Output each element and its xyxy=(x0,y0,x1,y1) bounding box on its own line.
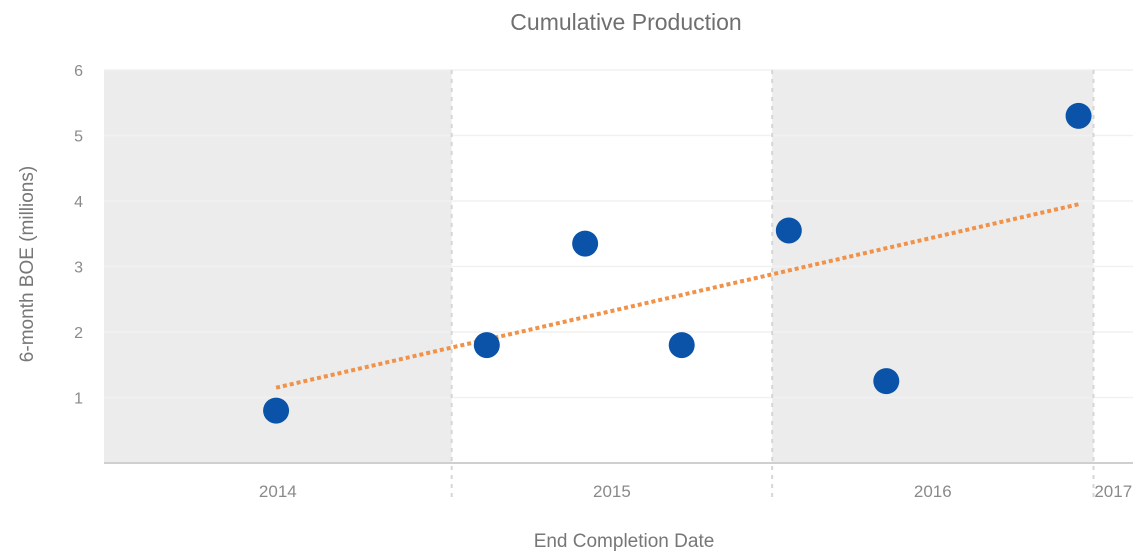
band-label-2016: 2016 xyxy=(914,482,952,501)
data-point[interactable] xyxy=(572,230,599,257)
data-point[interactable] xyxy=(263,397,290,424)
data-point[interactable] xyxy=(1065,102,1092,129)
chart-title: Cumulative Production xyxy=(510,9,741,35)
data-point[interactable] xyxy=(873,368,900,395)
data-point[interactable] xyxy=(775,217,802,244)
y-tick-label: 6 xyxy=(74,63,83,80)
y-tick-label: 4 xyxy=(74,194,83,211)
y-axis-title: 6-month BOE (millions) xyxy=(17,166,38,362)
band-labels: 2014 2015 2016 2017 xyxy=(259,482,1132,501)
data-point[interactable] xyxy=(668,332,695,359)
y-tick-label: 5 xyxy=(74,129,83,146)
band-label-2015: 2015 xyxy=(593,482,631,501)
band-label-2014: 2014 xyxy=(259,482,297,501)
x-axis-title: End Completion Date xyxy=(534,531,715,552)
band-label-2017: 2017 xyxy=(1094,482,1132,501)
data-points xyxy=(263,102,1092,424)
y-tick-labels: 1 2 3 4 5 6 xyxy=(74,63,83,408)
y-tick-label: 2 xyxy=(74,325,83,342)
y-tick-label: 3 xyxy=(74,260,83,277)
gridlines xyxy=(104,69,1133,399)
data-point[interactable] xyxy=(473,332,500,359)
y-tick-label: 1 xyxy=(74,391,83,408)
